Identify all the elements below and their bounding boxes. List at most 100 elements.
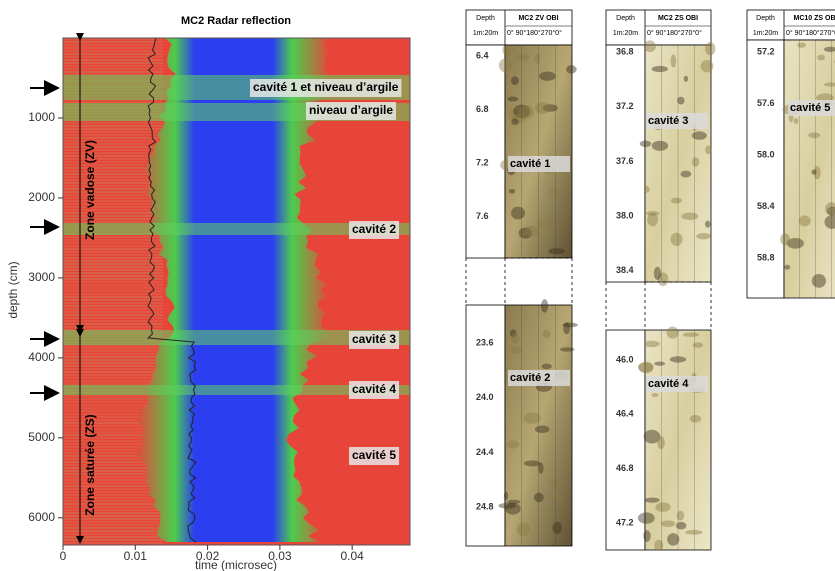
stripe [63, 242, 163, 244]
stripe [63, 380, 163, 382]
stripe [63, 320, 163, 322]
stripe [63, 149, 163, 151]
stripe [63, 38, 163, 40]
depth-label: 23.6 [476, 337, 494, 347]
stripe [63, 146, 163, 148]
depth-label: 7.2 [476, 157, 489, 167]
texture [643, 429, 661, 444]
depth-label: 6.4 [476, 50, 489, 60]
texture [657, 436, 665, 450]
stripe [63, 395, 163, 397]
depth-label: 38.0 [616, 210, 634, 220]
texture [647, 212, 659, 227]
stripe [63, 518, 163, 520]
stripe [63, 137, 163, 139]
texture [507, 96, 519, 102]
texture [784, 264, 791, 270]
texture [523, 460, 541, 467]
stripe [63, 506, 163, 508]
stripe [63, 368, 163, 370]
stripe [63, 533, 163, 535]
texture [811, 169, 817, 175]
stripe [63, 209, 163, 211]
zone-label: Zone vadose (ZV) [83, 140, 97, 240]
scale: 1m:20m [473, 30, 498, 37]
texture [692, 342, 704, 348]
stripe [63, 515, 163, 517]
stripe [63, 443, 163, 445]
texture [677, 96, 685, 105]
annotation-box [349, 221, 400, 239]
cavity-label: cavité 5 [790, 102, 830, 114]
stripe [63, 257, 163, 259]
stripe [63, 266, 163, 268]
texture [643, 530, 651, 542]
depth-header: Depth [476, 15, 495, 22]
stripe [63, 68, 163, 70]
stripe [63, 491, 163, 493]
radar-title: MC2 Radar reflection [181, 15, 291, 27]
depth-label: 36.8 [616, 46, 634, 56]
stripe [63, 356, 163, 358]
stripe [63, 305, 163, 307]
stripe [63, 401, 163, 403]
stripe [63, 461, 163, 463]
stripe [63, 377, 163, 379]
stripe [63, 185, 163, 187]
depth-label: 58.0 [757, 149, 775, 159]
stripe [63, 164, 163, 166]
stripe [63, 281, 163, 283]
stripe [63, 542, 163, 544]
stripe [63, 449, 163, 451]
scale: 1m:20m [613, 30, 638, 37]
stripe [63, 254, 163, 256]
y-tick-label: 4000 [28, 350, 55, 364]
stripe [63, 371, 163, 373]
annotation: niveau d’argile [309, 103, 393, 117]
texture [549, 494, 563, 500]
texture [654, 361, 666, 366]
stripe [63, 479, 163, 481]
stripe [63, 161, 163, 163]
x-tick-label: 0.02 [196, 549, 220, 563]
stripe [63, 188, 163, 190]
stripe [63, 239, 163, 241]
stripe [63, 422, 163, 424]
stripe [63, 452, 163, 454]
texture [503, 491, 509, 501]
stripe [63, 56, 163, 58]
annotation-box [349, 331, 400, 349]
texture [643, 186, 650, 193]
texture [542, 104, 558, 112]
x-tick-label: 0 [60, 549, 67, 563]
depth-column [605, 329, 646, 551]
depth-label: 46.4 [616, 409, 634, 419]
texture [825, 202, 835, 216]
texture [823, 46, 835, 52]
stripe [63, 290, 163, 292]
stripe [63, 284, 163, 286]
texture [653, 266, 662, 280]
texture [705, 220, 711, 228]
stripe [63, 530, 163, 532]
texture [670, 54, 677, 68]
texture [512, 113, 526, 124]
annotation: cavité 2 [352, 222, 396, 236]
log-title: MC2 ZS OBI [658, 15, 698, 22]
stripe [63, 158, 163, 160]
stripe [63, 440, 163, 442]
texture [704, 42, 716, 56]
texture [562, 322, 578, 328]
stripe [63, 263, 163, 265]
stripe [63, 365, 163, 367]
depth-column [746, 39, 785, 299]
stripe [63, 128, 163, 130]
texture [538, 462, 544, 474]
stripe [63, 65, 163, 67]
log-title: MC2 ZV OBI [518, 15, 558, 22]
stripe [63, 218, 163, 220]
texture [534, 102, 551, 114]
stripe [63, 509, 163, 511]
stripe [63, 488, 163, 490]
depth-label: 58.8 [757, 252, 775, 262]
